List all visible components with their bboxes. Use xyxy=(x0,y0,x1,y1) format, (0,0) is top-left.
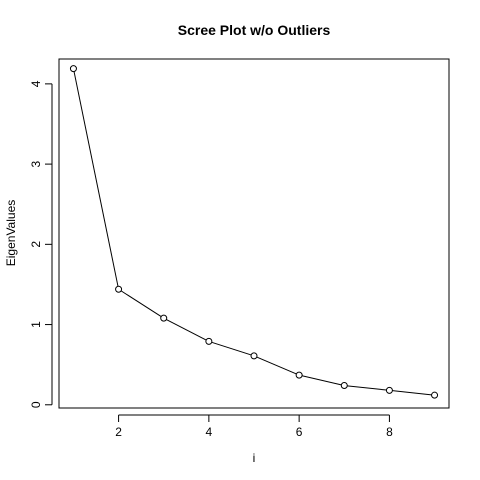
data-point xyxy=(250,352,258,360)
series-line-segment xyxy=(301,375,342,386)
data-point xyxy=(69,65,77,73)
x-tick-label: 8 xyxy=(386,425,393,439)
series-line-segment xyxy=(73,71,119,287)
y-tick-label: 0 xyxy=(29,401,43,408)
x-tick-label: 2 xyxy=(115,425,122,439)
series-line-segment xyxy=(256,356,297,375)
y-axis: 0 1 2 3 4 xyxy=(29,80,53,408)
x-tick-label: 4 xyxy=(206,425,213,439)
data-point xyxy=(385,386,393,394)
x-axis: 2 4 6 8 xyxy=(115,414,393,439)
data-point xyxy=(160,314,168,322)
x-tick-label: 6 xyxy=(296,425,303,439)
chart-title: Scree Plot w/o Outliers xyxy=(178,22,331,38)
y-axis-label: EigenValues xyxy=(4,200,18,267)
x-axis-label: i xyxy=(253,451,256,465)
data-point xyxy=(431,391,439,399)
series-line-segment xyxy=(392,390,432,396)
series-line-segment xyxy=(347,385,387,391)
plot-frame xyxy=(58,58,450,409)
y-tick-label: 3 xyxy=(29,160,43,167)
series-line-segment xyxy=(166,319,207,341)
data-point xyxy=(205,337,213,345)
data-point xyxy=(115,285,123,293)
y-tick-label: 1 xyxy=(29,321,43,328)
data-point xyxy=(340,382,348,390)
y-tick-label: 2 xyxy=(29,241,43,248)
series-line-segment xyxy=(120,290,162,317)
data-point xyxy=(295,371,303,379)
series-line-segment xyxy=(211,341,252,356)
series-eigenvalues xyxy=(69,65,439,399)
y-tick-label: 4 xyxy=(29,80,43,87)
